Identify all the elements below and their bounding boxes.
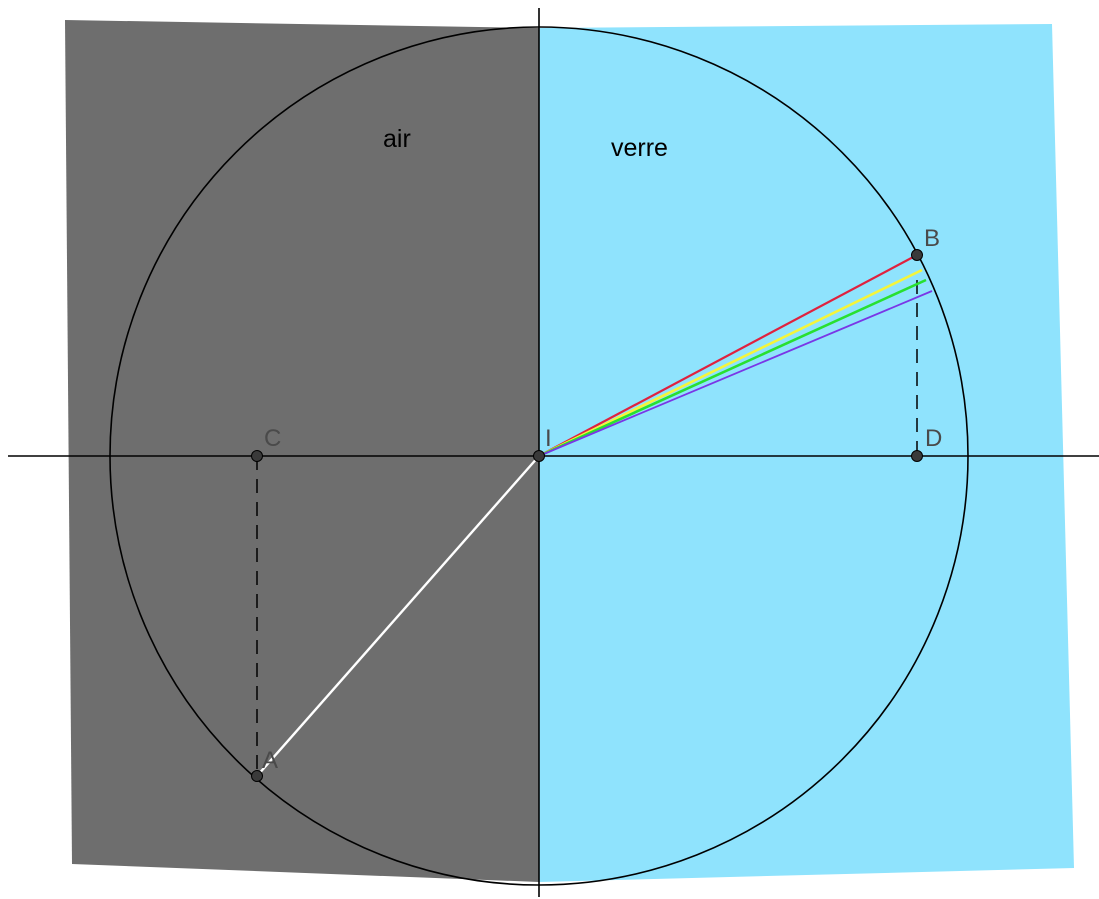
point-A-label: A: [262, 747, 278, 774]
air-label: air: [383, 125, 411, 153]
point-I-marker: [533, 450, 545, 462]
point-B-label: B: [924, 225, 940, 252]
glass-label: verre: [611, 134, 668, 162]
refracted-ray-yellow: [538, 268, 923, 458]
point-B-marker: [911, 249, 923, 261]
refracted-ray-green: [538, 278, 927, 458]
incident-ray: [256, 455, 540, 777]
point-C-label: C: [264, 425, 281, 452]
air-region: [65, 20, 539, 882]
glass-region: [539, 24, 1074, 882]
point-A-marker: [251, 770, 263, 782]
refracted-ray-violet: [538, 290, 933, 457]
point-D-label: D: [925, 425, 942, 452]
point-D-marker: [911, 450, 923, 462]
refracted-ray-red: [538, 254, 918, 457]
point-C-marker: [251, 450, 263, 462]
unit-circle: [109, 26, 969, 886]
point-I-label: I: [545, 425, 552, 452]
